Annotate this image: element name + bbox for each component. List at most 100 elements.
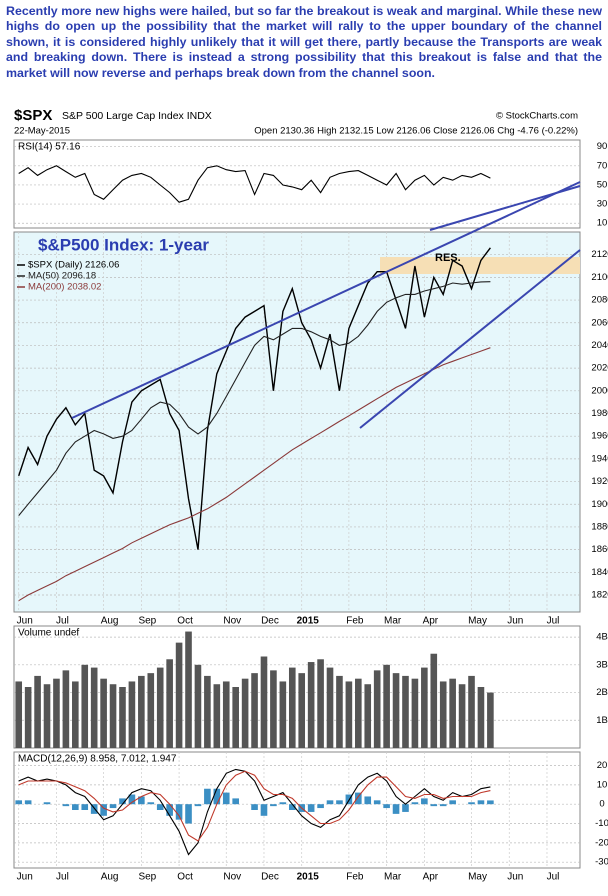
y-tick-label: 1880 [591,521,608,532]
x-tick-label: Jul [56,872,69,883]
bar [156,667,164,748]
x-tick-label: Oct [177,872,193,883]
x-tick-label: Dec [261,616,279,627]
bar [213,788,221,805]
bar [402,804,409,812]
x-tick-label: Jul [56,616,69,627]
bar [439,681,447,748]
bar [251,673,258,748]
bar [392,804,400,814]
y-tick-label: -10 [595,818,608,829]
bar [72,681,79,748]
bar [251,804,258,810]
bar [100,804,107,816]
x-tick-label: May [468,616,487,627]
bar [468,802,475,805]
bar [128,681,136,748]
bar [72,804,79,810]
legend-label: MA(50) 2096.18 [28,271,96,282]
bar [260,656,268,748]
bar [15,681,23,748]
y-tick-label: 1940 [591,453,608,464]
x-tick-label: Feb [346,872,364,883]
bar [477,687,485,748]
index-name: S&P 500 Large Cap Index INDX [62,110,212,122]
line [18,281,491,516]
bar [336,675,343,748]
x-tick-label: Apr [423,872,439,883]
y-tick-label: 2040 [591,340,608,351]
panel-bg [13,625,581,749]
bar [487,692,494,748]
channel-lower [359,249,581,429]
bar [128,794,136,805]
bar [383,664,390,748]
bar [439,804,447,807]
y-tick-label: 0 [599,799,604,810]
y-tick-label: 50 [597,179,608,190]
bar [345,681,353,748]
line [18,165,491,203]
bar [90,804,98,814]
bar [317,804,324,809]
legend-label: MA(200) 2038.02 [28,282,101,293]
x-tick-label: Jun [507,872,523,883]
x-tick-label: Jun [507,616,523,627]
bar [232,798,239,805]
bar [175,642,183,748]
bar [326,800,334,805]
x-tick-label: 2015 [297,616,320,627]
x-tick-label: Feb [346,616,364,627]
bar [411,678,419,748]
x-tick-label: Jun [17,616,33,627]
bar [430,804,438,807]
y-tick-label: 10 [597,218,608,229]
upper-channel-rsi [429,185,581,231]
bar [373,670,381,748]
bar [487,800,494,805]
channel-upper [71,181,581,419]
bar [411,802,419,805]
resistance-zone [380,257,580,274]
bar [119,687,126,748]
y-tick-label: 1900 [591,499,608,510]
bar [279,802,287,805]
x-tick-label: Jun [17,872,33,883]
bar [458,684,466,748]
panel-title: $&P500 Index: 1-year [38,235,209,254]
bar [24,687,32,748]
bar [185,631,192,748]
bar [194,664,202,748]
bar [307,804,315,812]
x-tick-label: Aug [101,616,119,627]
y-tick-label: 2120 [591,249,608,260]
y-tick-label: 1B [596,715,608,726]
bar [204,788,211,805]
bar [119,798,126,805]
y-tick-label: 4B [596,632,608,643]
x-tick-label: Dec [261,872,279,883]
bar [147,802,155,805]
y-tick-label: 1960 [591,431,608,442]
quote: Open 2130.36 High 2132.15 Low 2126.06 Cl… [254,126,578,137]
annotation: RES. [435,252,461,264]
bar [194,804,202,807]
line [18,247,491,550]
bar [449,800,456,805]
bar [270,670,277,748]
bar [336,800,343,805]
bar [421,798,428,805]
bar [204,675,211,748]
bar [279,681,287,748]
bar [298,673,306,748]
bar [109,684,117,748]
bar [355,792,362,805]
source: © StockCharts.com [496,111,578,122]
bar [62,670,70,748]
bar [317,659,324,748]
x-tick-label: Aug [101,872,119,883]
bar [53,678,60,748]
y-tick-label: 90 [597,141,608,152]
